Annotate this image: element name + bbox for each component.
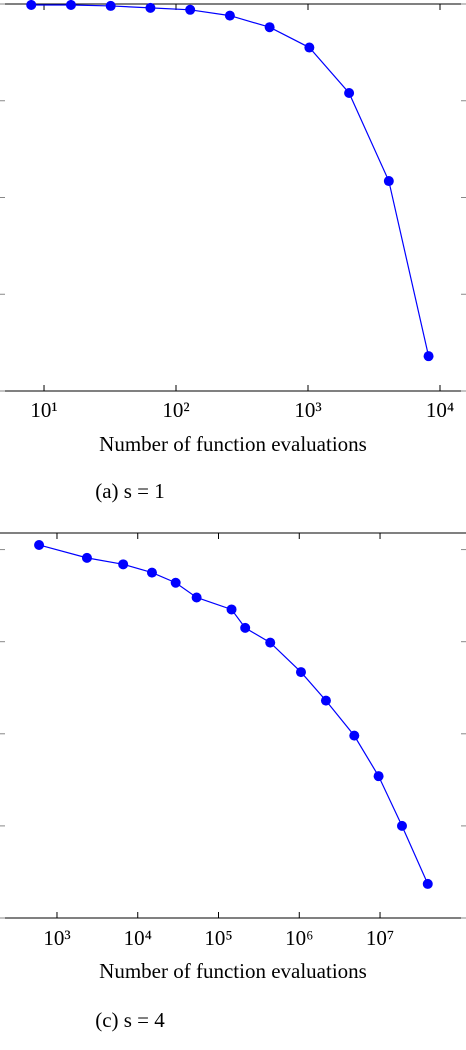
x-tick-label: 10⁴ <box>426 398 454 422</box>
data-point <box>105 0 116 11</box>
data-point <box>185 4 196 15</box>
x-tick-label: 10⁵ <box>204 926 232 950</box>
x-axis-label: Number of function evaluations <box>99 432 367 456</box>
data-point <box>422 878 433 889</box>
data-point <box>26 0 37 10</box>
data-point <box>320 695 331 706</box>
series-line <box>31 4 430 357</box>
data-point <box>65 0 76 10</box>
data-point <box>344 88 355 99</box>
data-point <box>118 559 129 570</box>
data-point <box>264 22 275 33</box>
data-point <box>396 820 407 831</box>
x-tick-label: 10³ <box>294 398 321 422</box>
data-point <box>170 577 181 588</box>
x-tick-label: 10⁶ <box>285 926 313 950</box>
data-point <box>373 771 384 782</box>
x-axis-label: Number of function evaluations <box>99 959 367 983</box>
x-tick-label: 10² <box>162 398 189 422</box>
data-point <box>383 176 394 187</box>
x-tick-label: 10¹ <box>30 398 57 422</box>
x-tick-label: 10³ <box>43 926 70 950</box>
data-point <box>191 592 202 603</box>
x-tick-label: 10⁷ <box>366 926 394 950</box>
data-point <box>145 2 156 13</box>
data-point <box>304 42 315 53</box>
data-point <box>226 604 237 615</box>
data-point <box>265 637 276 648</box>
data-point <box>349 730 360 741</box>
data-point <box>295 667 306 678</box>
x-tick-label: 10⁴ <box>124 926 152 950</box>
series-line <box>38 544 429 885</box>
data-point <box>81 552 92 563</box>
data-point <box>224 10 235 21</box>
data-point <box>240 622 251 633</box>
data-point <box>146 567 157 578</box>
caption: (c) s = 4 <box>95 1008 165 1032</box>
caption: (a) s = 1 <box>95 479 165 503</box>
data-point <box>423 351 434 362</box>
data-point <box>34 539 45 550</box>
